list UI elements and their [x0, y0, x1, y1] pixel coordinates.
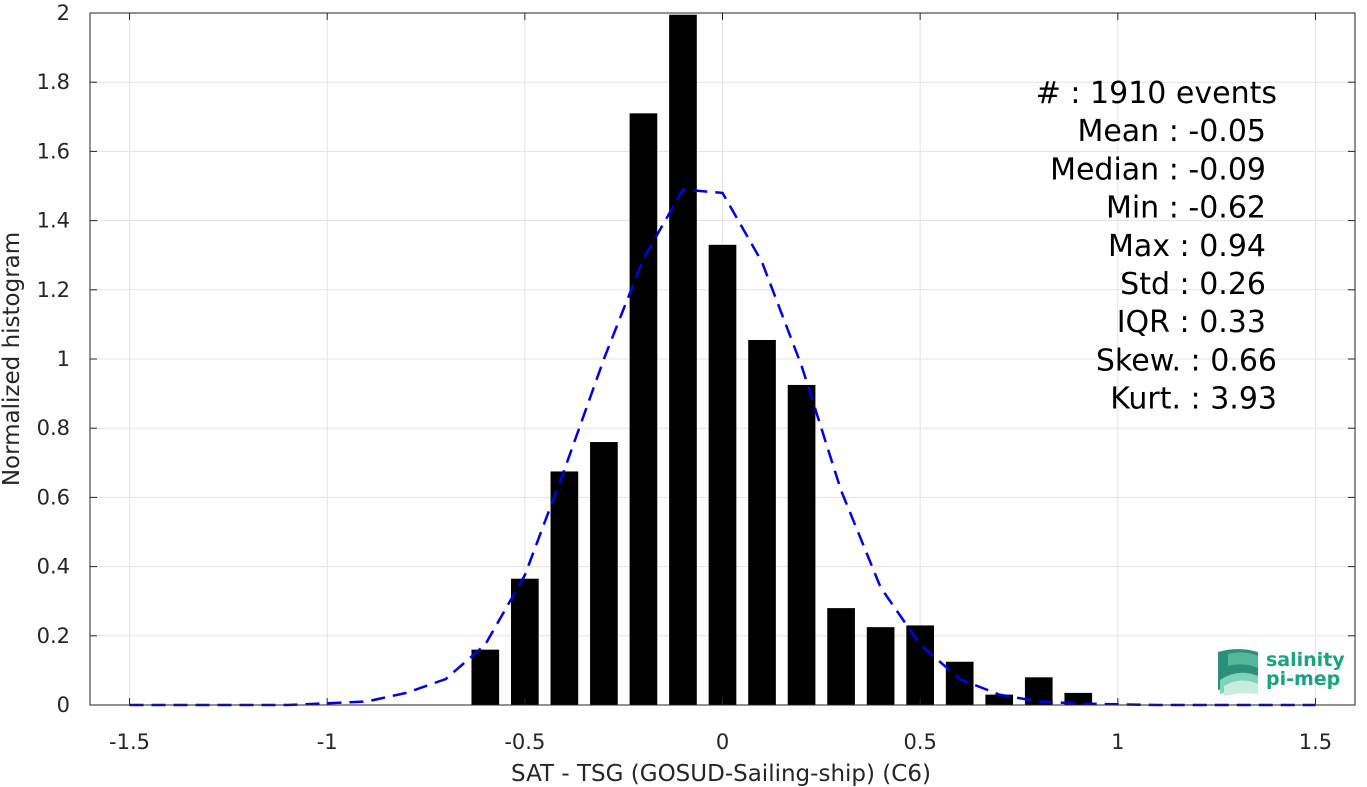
histogram-bar	[906, 625, 934, 705]
histogram-bar	[550, 471, 579, 705]
histogram-bars	[471, 14, 1093, 706]
y-tick-label: 1.2	[37, 278, 70, 302]
histogram-bar	[471, 649, 500, 705]
histogram-bar	[511, 578, 539, 705]
y-tick-label: 0.4	[37, 555, 70, 579]
stat-line: Mean : -0.05	[1077, 114, 1266, 149]
x-tick-label: -0.5	[504, 730, 545, 754]
histogram-bar	[945, 661, 974, 705]
histogram-bar	[669, 14, 697, 706]
stat-line: # : 1910 events	[1036, 76, 1277, 111]
histogram-bar	[1064, 692, 1093, 705]
y-tick-label: 1.8	[37, 70, 70, 94]
stat-line: Min : -0.62	[1106, 191, 1266, 226]
stat-line: Skew. : 0.66	[1096, 343, 1277, 378]
y-tick-label: 0	[57, 693, 70, 717]
histogram-bar	[787, 384, 816, 705]
logo-text-line1: salinity	[1266, 649, 1345, 671]
y-tick-label: 0.8	[37, 416, 70, 440]
stat-line: Median : -0.09	[1050, 152, 1266, 187]
stat-line: Kurt. : 3.93	[1110, 382, 1277, 417]
x-tick-label: -1.5	[109, 730, 150, 754]
y-axis-label: Normalized histogram	[0, 232, 25, 486]
salinity-pi-mep-logo: salinity pi-mep	[1218, 649, 1345, 696]
y-tick-label: 0.2	[37, 624, 70, 648]
histogram-bar	[708, 244, 737, 705]
x-tick-labels: -1.5 -1 -0.5 0 0.5 1 1.5	[109, 730, 1332, 754]
stat-line: IQR : 0.33	[1117, 305, 1266, 340]
histogram-bar	[590, 442, 618, 705]
y-tick-label: 1	[57, 347, 70, 371]
x-axis-label: SAT - TSG (GOSUD-Sailing-ship) (C6)	[511, 761, 931, 787]
y-tick-label: 1.6	[37, 139, 70, 163]
y-tick-labels: 0 0.2 0.4 0.6 0.8 1 1.2 1.4 1.6 1.8 2	[37, 1, 70, 717]
y-tick-label: 2	[57, 1, 70, 25]
stat-line: Std : 0.26	[1120, 267, 1266, 302]
histogram-bar	[866, 627, 895, 705]
histogram-bar	[629, 113, 658, 706]
histogram-bar	[827, 608, 855, 705]
histogram-bar	[985, 694, 1014, 705]
x-tick-label: 0	[716, 730, 729, 754]
y-tick-label: 0.6	[37, 485, 70, 509]
axes-frame	[89, 12, 1356, 706]
stat-line: Max : 0.94	[1108, 229, 1266, 264]
x-tick-label: -1	[317, 730, 338, 754]
x-tick-label: 1	[1111, 730, 1124, 754]
x-tick-label: 0.5	[903, 730, 936, 754]
histogram-bar	[748, 339, 776, 705]
x-tick-label: 1.5	[1299, 730, 1332, 754]
y-tick-label: 1.4	[37, 209, 70, 233]
logo-wave-icon	[1218, 649, 1258, 696]
logo-text-line2: pi-mep	[1266, 668, 1340, 690]
